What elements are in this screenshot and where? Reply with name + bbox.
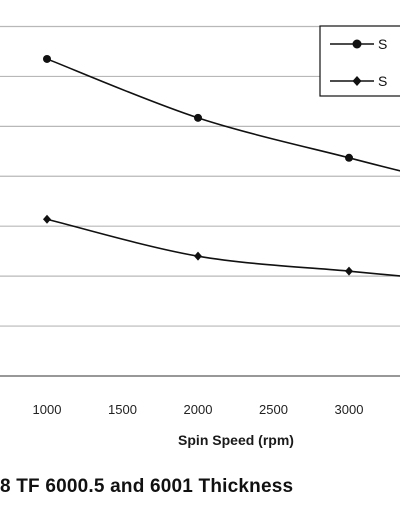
x-tick-label: 2500 [259, 402, 288, 417]
data-point [43, 214, 51, 224]
grid-lines [0, 25, 400, 377]
x-tick-label: 1500 [108, 402, 137, 417]
chart: 1000 1500 2000 2500 3000 Spin Speed (rpm) SS [0, 25, 400, 448]
legend-label: S [378, 36, 387, 52]
legend-marker [352, 76, 362, 86]
data-point [345, 153, 353, 162]
series-2 [43, 214, 400, 277]
series-line [46, 218, 400, 277]
legend-item: S [330, 73, 387, 89]
x-tick-label: 1000 [33, 402, 62, 417]
legend: SS [319, 25, 400, 97]
data-point [194, 251, 202, 261]
chart-caption: 8 TF 6000.5 and 6001 Thickness [0, 476, 294, 497]
x-axis-title: Spin Speed (rpm) [178, 432, 294, 448]
series-layer [43, 54, 400, 277]
legend-box [319, 25, 400, 97]
data-point [194, 113, 202, 122]
x-tick-label: 3000 [335, 402, 364, 417]
legend-item: S [330, 36, 387, 52]
series-1 [43, 54, 400, 172]
x-tick-labels: 1000 1500 2000 2500 3000 [33, 402, 364, 417]
data-point [345, 266, 353, 276]
legend-label: S [378, 73, 387, 89]
legend-marker [352, 39, 362, 49]
data-point [43, 54, 51, 63]
x-tick-label: 2000 [184, 402, 213, 417]
series-line [46, 58, 400, 172]
